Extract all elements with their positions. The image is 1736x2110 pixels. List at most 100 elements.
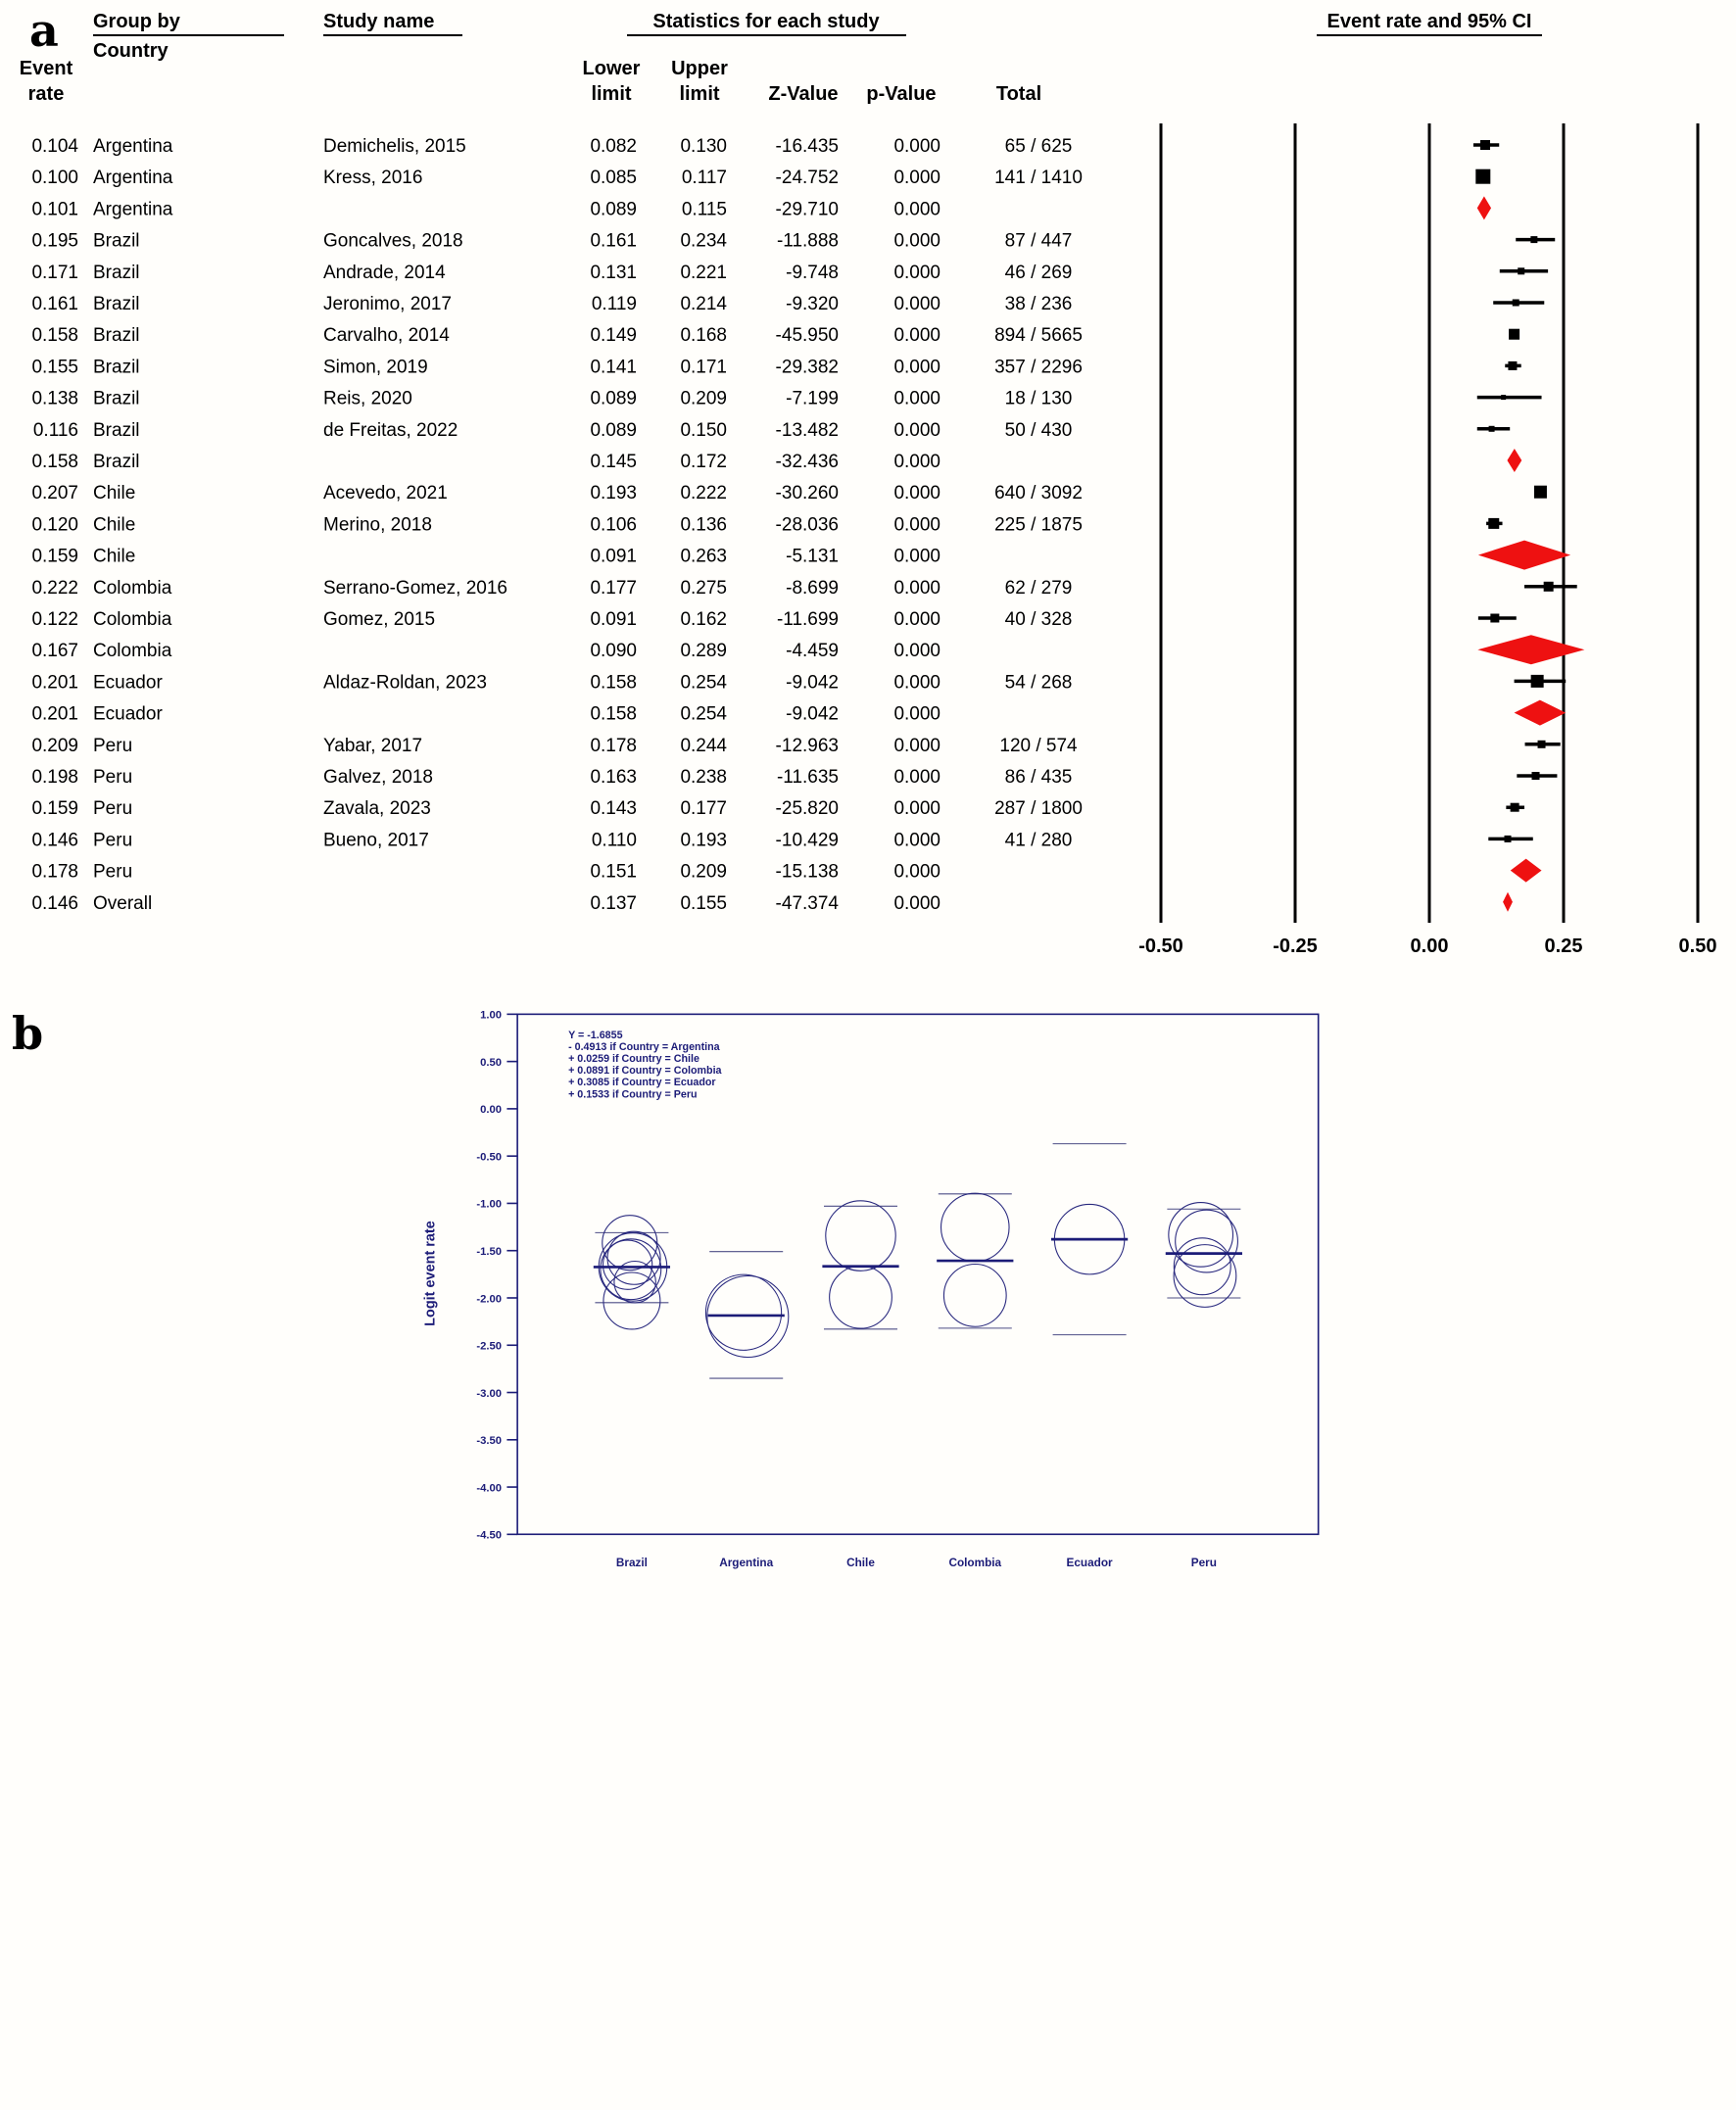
cell-z-value: -9.320 [786, 294, 839, 314]
cell-study-name: Simon, 2019 [323, 357, 428, 377]
cell-study-name: Bueno, 2017 [323, 830, 429, 850]
header-statistics: Statistics for each study [652, 11, 880, 32]
cell-p-value: 0.000 [893, 294, 940, 314]
cell-event-rate: 0.120 [31, 514, 78, 535]
cell-event-rate: 0.198 [31, 767, 78, 788]
forest-row: 0.138 Brazil Reis, 2020 0.089 0.209 -7.199 0.0… [31, 389, 1542, 409]
cell-total: 225 / 1875 [994, 514, 1083, 535]
cell-event-rate: 0.158 [31, 325, 78, 346]
cell-z-value: -7.199 [786, 389, 839, 409]
cell-study-name: Goncalves, 2018 [323, 231, 463, 252]
cell-upper-limit: 0.171 [680, 357, 727, 377]
cell-event-rate: 0.146 [31, 893, 78, 914]
cell-study-name: Zavala, 2023 [323, 798, 431, 819]
category-label: Peru [1191, 1557, 1217, 1569]
y-tick-label: -3.50 [476, 1435, 502, 1447]
cell-total: 65 / 625 [1005, 136, 1073, 157]
forest-row: 0.201 Ecuador Aldaz-Roldan, 2023 0.158 0.254… [31, 672, 1567, 693]
cell-group: Brazil [93, 452, 140, 472]
point-estimate-square [1488, 517, 1500, 529]
point-estimate-square [1530, 674, 1544, 688]
cell-lower-limit: 0.151 [590, 862, 637, 883]
cell-p-value: 0.000 [893, 452, 940, 472]
cell-z-value: -9.042 [786, 704, 839, 725]
point-estimate-square [1504, 835, 1512, 842]
overall-summary-diamond [1503, 891, 1513, 912]
cell-lower-limit: 0.137 [590, 893, 637, 914]
y-tick-label: 1.00 [480, 1010, 502, 1022]
cell-lower-limit: 0.178 [590, 736, 637, 756]
forest-axis-tick-label: 0.50 [1679, 935, 1717, 957]
y-tick-label: 0.00 [480, 1104, 502, 1116]
country-group-Ecuador: Ecuador [1050, 1143, 1129, 1569]
forest-row: 0.161 Brazil Jeronimo, 2017 0.119 0.214 -9.32… [31, 294, 1545, 314]
subgroup-summary-diamond [1507, 449, 1522, 472]
cell-group: Brazil [93, 231, 140, 252]
cell-event-rate: 0.161 [31, 294, 78, 314]
subgroup-summary-diamond [1476, 196, 1492, 220]
category-label: Chile [846, 1557, 875, 1569]
header-total: Total [996, 83, 1041, 105]
country-group-Argentina: Argentina [704, 1251, 790, 1569]
regression-annotation-line: + 0.0259 if Country = Chile [568, 1053, 699, 1065]
forest-axis-tick-label: 0.00 [1411, 935, 1449, 957]
cell-group: Peru [93, 862, 132, 883]
cell-upper-limit: 0.221 [680, 263, 727, 283]
cell-p-value: 0.000 [893, 231, 940, 252]
header-forest-title: Event rate and 95% CI [1327, 11, 1532, 32]
cell-study-name: Acevedo, 2021 [323, 483, 448, 504]
study-circle [706, 1274, 790, 1359]
cell-p-value: 0.000 [893, 547, 940, 567]
cell-event-rate: 0.209 [31, 736, 78, 756]
cell-p-value: 0.000 [893, 578, 940, 599]
y-tick-label: -1.00 [476, 1199, 502, 1211]
point-estimate-square [1533, 485, 1547, 499]
subgroup-summary-diamond [1477, 540, 1571, 570]
point-estimate-square [1531, 772, 1540, 780]
header-upper-1: Upper [671, 58, 728, 79]
cell-z-value: -9.748 [786, 263, 839, 283]
regression-annotation-line: + 0.3085 if Country = Ecuador [568, 1077, 716, 1088]
cell-total: 62 / 279 [1005, 578, 1073, 599]
cell-group: Brazil [93, 263, 140, 283]
header-study-name: Study name [323, 11, 434, 32]
forest-row: 0.159 Chile 0.091 0.263 -5.131 0.000 [31, 540, 1571, 570]
cell-p-value: 0.000 [893, 830, 940, 850]
category-label: Colombia [948, 1557, 1001, 1569]
cell-lower-limit: 0.145 [590, 452, 637, 472]
cell-study-name: Yabar, 2017 [323, 736, 422, 756]
cell-z-value: -29.710 [776, 199, 839, 219]
point-estimate-square [1501, 395, 1507, 401]
cell-p-value: 0.000 [893, 483, 940, 504]
y-tick-label: -4.00 [476, 1482, 502, 1494]
cell-lower-limit: 0.106 [590, 514, 637, 535]
cell-total: 40 / 328 [1005, 609, 1073, 630]
cell-event-rate: 0.201 [31, 672, 78, 693]
y-tick-label: -2.50 [476, 1341, 502, 1353]
cell-upper-limit: 0.117 [682, 168, 727, 188]
study-circle [606, 1230, 661, 1285]
cell-z-value: -32.436 [776, 452, 839, 472]
forest-row: 0.222 Colombia Serrano-Gomez, 2016 0.177 0.2… [31, 578, 1577, 599]
panel-b-label: b [12, 1007, 44, 1060]
study-circle [600, 1238, 662, 1301]
cell-event-rate: 0.146 [31, 830, 78, 850]
cell-p-value: 0.000 [893, 893, 940, 914]
cell-study-name: Carvalho, 2014 [323, 325, 450, 346]
study-circle [613, 1260, 656, 1304]
cell-study-name: Kress, 2016 [323, 168, 422, 188]
cell-event-rate: 0.159 [31, 547, 78, 567]
forest-row: 0.122 Colombia Gomez, 2015 0.091 0.162 -11.69… [31, 609, 1517, 630]
cell-p-value: 0.000 [893, 357, 940, 377]
forest-axis-tick-label: -0.50 [1138, 935, 1183, 957]
cell-event-rate: 0.122 [31, 609, 78, 630]
cell-lower-limit: 0.158 [590, 672, 637, 693]
header-z-value: Z-Value [768, 83, 838, 105]
category-label: Ecuador [1067, 1557, 1113, 1569]
y-axis-title: Logit event rate [422, 1221, 438, 1326]
cell-total: 120 / 574 [999, 736, 1078, 756]
cell-event-rate: 0.178 [31, 862, 78, 883]
cell-upper-limit: 0.172 [680, 452, 727, 472]
cell-lower-limit: 0.141 [590, 357, 637, 377]
cell-group: Colombia [93, 578, 172, 599]
